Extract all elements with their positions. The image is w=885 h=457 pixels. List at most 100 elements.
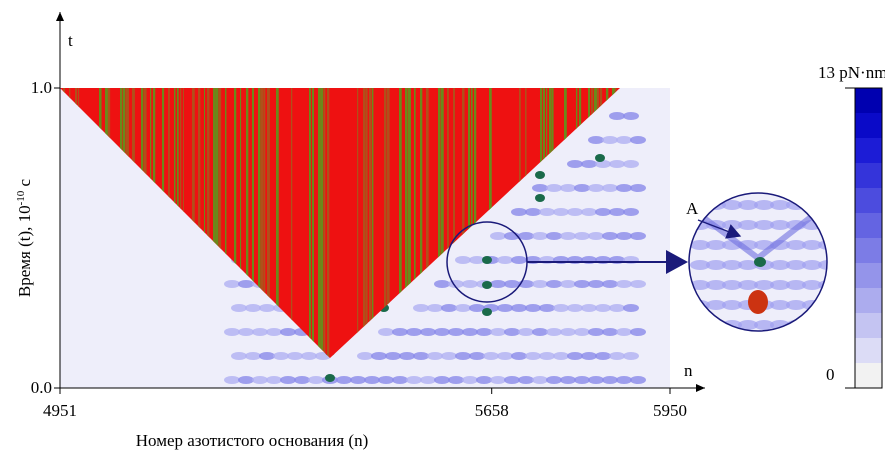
fringe	[483, 352, 499, 360]
fringe	[378, 328, 394, 336]
zoom-hot	[748, 290, 768, 314]
fringe	[546, 232, 562, 240]
fringe	[434, 280, 450, 288]
zoom-fringe	[818, 240, 838, 250]
fringe	[616, 232, 632, 240]
fringe	[602, 280, 618, 288]
fringe	[588, 376, 604, 384]
fringe	[616, 376, 632, 384]
fringe	[231, 304, 247, 312]
fringe	[476, 328, 492, 336]
zoom-fringe	[818, 300, 838, 310]
zoom-fringe	[802, 320, 822, 330]
zoom-fringe	[818, 260, 838, 270]
fringe	[532, 184, 548, 192]
fringe	[259, 304, 275, 312]
fringe	[602, 232, 618, 240]
fringe	[616, 328, 632, 336]
fringe	[280, 328, 296, 336]
y-tick-label: 0.0	[31, 378, 52, 397]
fringe	[378, 376, 394, 384]
zoom-fringe	[818, 220, 838, 230]
fringe	[518, 376, 534, 384]
fringe	[567, 352, 583, 360]
fringe	[630, 280, 646, 288]
fringe	[588, 184, 604, 192]
fringe	[406, 376, 422, 384]
fringe	[266, 328, 282, 336]
fringe	[609, 112, 625, 120]
fringe	[574, 232, 590, 240]
colorbar-segment	[855, 138, 882, 163]
fringe	[497, 352, 513, 360]
colorbar: 013 pN·nm	[818, 63, 885, 388]
colorbar-segment	[855, 188, 882, 213]
fringe	[560, 280, 576, 288]
fringe	[224, 328, 240, 336]
fringe	[623, 304, 639, 312]
fringe	[588, 280, 604, 288]
hotspot	[482, 308, 492, 316]
fringe	[455, 352, 471, 360]
fringe	[581, 304, 597, 312]
fringe	[609, 208, 625, 216]
x-tick-label: 4951	[43, 401, 77, 420]
fringe	[560, 328, 576, 336]
fringe	[623, 160, 639, 168]
fringe	[553, 352, 569, 360]
fringe	[252, 376, 268, 384]
x-axis-label: Номер азотистого основания (n)	[136, 431, 369, 450]
fringe	[476, 376, 492, 384]
fringe	[511, 352, 527, 360]
fringe	[546, 376, 562, 384]
fringe	[462, 280, 478, 288]
fringe	[511, 208, 527, 216]
fringe	[630, 232, 646, 240]
colorbar-segment	[855, 338, 882, 363]
stripe	[312, 88, 314, 368]
stripe	[324, 88, 325, 368]
zoom-hot	[754, 257, 766, 267]
fringe	[623, 352, 639, 360]
fringe	[532, 280, 548, 288]
fringe	[581, 352, 597, 360]
fringe	[560, 376, 576, 384]
fringe	[273, 352, 289, 360]
fringe	[504, 376, 520, 384]
fringe	[497, 304, 513, 312]
fringe	[427, 352, 443, 360]
fringe	[413, 304, 429, 312]
fringe	[308, 376, 324, 384]
fringe	[602, 136, 618, 144]
fringe	[609, 352, 625, 360]
fringe	[490, 280, 506, 288]
fringe	[245, 352, 261, 360]
hotspot	[595, 154, 605, 162]
fringe	[448, 376, 464, 384]
colorbar-segment	[855, 313, 882, 338]
zoom-fringe	[818, 200, 838, 210]
colorbar-label: 13 pN·nm	[818, 63, 885, 82]
fringe	[567, 304, 583, 312]
fringe	[546, 280, 562, 288]
fringe	[525, 208, 541, 216]
fringe	[574, 376, 590, 384]
fringe	[511, 256, 527, 264]
fringe	[231, 352, 247, 360]
fringe	[616, 184, 632, 192]
fringe	[518, 328, 534, 336]
y-axis-symbol: t	[68, 31, 73, 50]
fringe	[546, 184, 562, 192]
fringe	[532, 376, 548, 384]
fringe	[455, 304, 471, 312]
fringe	[595, 304, 611, 312]
fringe	[455, 256, 471, 264]
y-label-sup: -10	[15, 190, 27, 205]
colorbar-segment	[855, 363, 882, 388]
fringe	[616, 280, 632, 288]
fringe	[448, 328, 464, 336]
fringe	[581, 160, 597, 168]
x-tick-label: 5658	[475, 401, 509, 420]
fringe	[588, 328, 604, 336]
fringe	[623, 208, 639, 216]
